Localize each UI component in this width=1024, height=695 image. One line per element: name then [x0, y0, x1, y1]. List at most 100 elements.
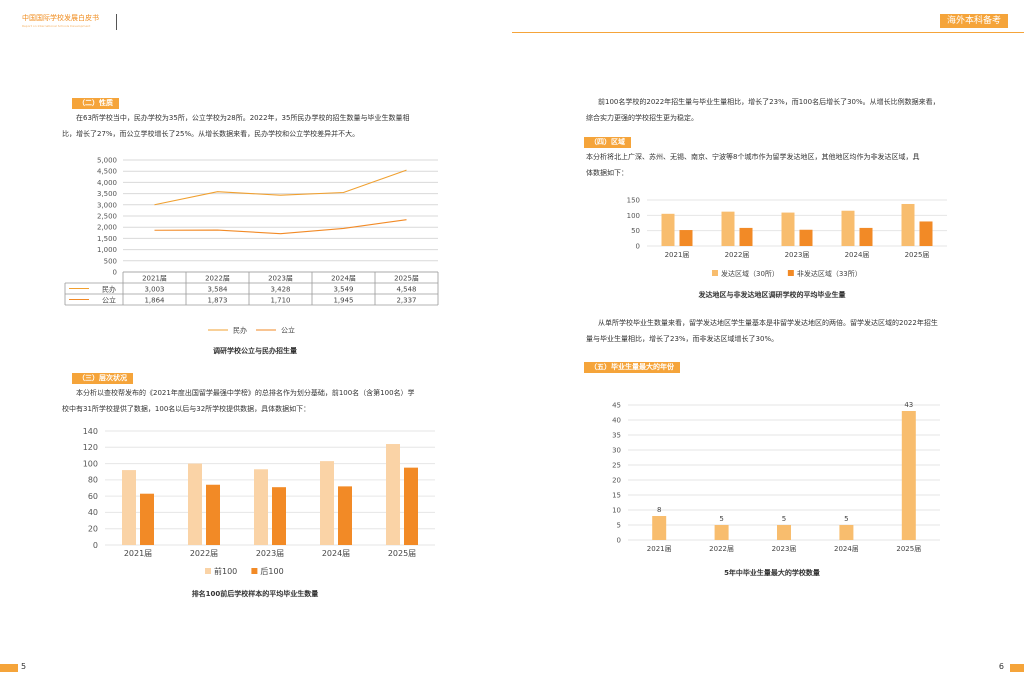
x-tick-label: 2024届	[834, 545, 859, 553]
bar	[386, 444, 400, 545]
region-line-1: 本分析将北上广深、苏州、无锡、南京、宁波等8个城市作为留学发达地区，其他地区均作…	[586, 153, 920, 161]
left-page: 中国国际学校发展白皮书 Report on International Scho…	[0, 14, 439, 672]
y-tick-label: 3,500	[97, 190, 117, 198]
data-label: 43	[904, 401, 913, 409]
bar	[404, 467, 418, 545]
x-tick-label: 2025届	[394, 275, 419, 283]
bar	[679, 230, 693, 246]
y-tick-label: 5,000	[97, 156, 117, 164]
x-tick-label: 2022届	[725, 251, 750, 259]
brand-title: 中国国际学校发展白皮书	[22, 14, 99, 22]
y-tick-label: 20	[88, 525, 98, 534]
y-tick-label: 4,000	[97, 179, 117, 187]
y-tick-label: 0	[113, 268, 117, 276]
bar	[739, 227, 753, 246]
bar	[661, 213, 675, 246]
x-tick-label: 2021届	[647, 545, 672, 553]
bar	[901, 411, 916, 540]
x-tick-label: 2024届	[331, 275, 356, 283]
enrollment-line-chart: 0 500 1,000 1,500 2,000 2,500 3,000 3,500 4,000 4…	[64, 156, 439, 335]
bar	[859, 227, 873, 246]
right-page: 海外本科备考 前100名学校的2022年招生量与毕业生量相比，增长了23%，而1…	[512, 0, 1024, 695]
nature-paragraph: 在63所学校当中，民办学校为35所，公立学校为28所。2022年，35所民办学校…	[62, 110, 409, 142]
x-tick-label: 2023届	[268, 275, 293, 283]
header-separator	[116, 14, 117, 30]
y-tick-label: 0	[617, 536, 621, 544]
chart-caption-peak: 5年中毕业生量最大的学校数量	[724, 569, 820, 577]
y-tick-label: 40	[88, 508, 98, 517]
series-line-private	[154, 169, 407, 206]
bar	[272, 487, 286, 545]
x-tick-label: 2021届	[142, 275, 167, 283]
intro-paragraph: 前100名学校的2022年招生量与毕业生量相比，增长了23%，而100名后增长了…	[586, 94, 940, 126]
bar	[338, 486, 352, 545]
x-tick-label: 2024届	[845, 251, 870, 259]
y-tick-label: 140	[83, 427, 98, 436]
y-tick-label: 40	[612, 416, 621, 424]
chart-caption-enrollment: 调研学校公立与民办招生量	[213, 347, 297, 355]
y-tick-label: 0	[636, 242, 640, 250]
header-tag: 海外本科备考	[940, 14, 1008, 28]
table-cell-value: 4,548	[396, 286, 416, 294]
bar	[841, 210, 855, 246]
table-cell-value: 2,337	[396, 297, 416, 305]
y-tick-label: 20	[612, 476, 621, 484]
y-tick-label: 120	[83, 443, 98, 452]
y-tick-label: 0	[93, 541, 98, 550]
table-series-name: 公立	[102, 296, 116, 305]
x-tick-label: 2021届	[124, 549, 152, 558]
table-cell-value: 1,945	[333, 297, 353, 305]
table-cell-value: 1,864	[144, 297, 165, 305]
bar	[714, 525, 729, 540]
series-line-public	[154, 219, 407, 235]
y-tick-label: 25	[612, 461, 621, 469]
y-tick-label: 1,000	[97, 246, 117, 254]
y-tick-label: 100	[83, 459, 98, 468]
section-label-region: （四）区域	[584, 137, 631, 148]
x-tick-label: 2024届	[322, 549, 350, 558]
bar	[777, 525, 791, 540]
y-tick-label: 500	[104, 257, 117, 265]
y-tick-label: 80	[88, 476, 98, 485]
y-tick-label: 1,500	[97, 235, 117, 243]
table-cell-value: 1,873	[207, 297, 227, 305]
region-line-2: 体数据如下：	[586, 169, 628, 177]
legend-label: 民办	[233, 326, 247, 335]
y-tick-label: 2,000	[97, 224, 117, 232]
bar	[188, 463, 202, 545]
x-tick-label: 2023届	[256, 549, 284, 558]
table-cell-value: 3,549	[333, 286, 353, 294]
level-paragraph: 本分析以查校帮发布的《2021年度出国留学最强中学榜》的总排名作为划分基础，前1…	[62, 385, 415, 417]
bar	[799, 229, 813, 246]
section-label-level: （三）层次状况	[72, 373, 133, 384]
y-tick-label: 45	[612, 401, 621, 409]
analysis-line-2: 量与毕业生量相比，增长了23%，而非发达区域增长了30%。	[586, 335, 779, 343]
brand-logo: 中国国际学校发展白皮书 Report on International Scho…	[22, 14, 117, 29]
y-tick-label: 15	[612, 491, 621, 499]
bar	[721, 211, 735, 246]
level-line-2: 校中有31所学校提供了数据，100名以后与32所学校提供数据，具体数据如下：	[62, 405, 311, 413]
legend-swatch	[712, 270, 718, 276]
x-tick-label: 2021届	[665, 251, 690, 259]
legend-label: 后100	[260, 566, 283, 576]
y-tick-label: 4,500	[97, 168, 117, 176]
x-tick-label: 2022届	[205, 275, 230, 283]
bar	[781, 212, 795, 246]
y-tick-label: 30	[612, 446, 621, 454]
y-tick-label: 3,000	[97, 201, 117, 209]
data-label: 5	[782, 515, 786, 523]
table-cell-value: 3,584	[207, 286, 228, 294]
bar	[652, 516, 667, 540]
y-tick-label: 10	[612, 506, 621, 514]
y-tick-label: 50	[631, 227, 640, 235]
x-tick-label: 2023届	[772, 545, 797, 553]
y-tick-label: 60	[88, 492, 98, 501]
bar	[254, 469, 268, 545]
y-tick-label: 150	[627, 196, 640, 204]
nature-line-1: 在63所学校当中，民办学校为35所，公立学校为28所。2022年，35所民办学校…	[76, 114, 410, 122]
x-tick-label: 2023届	[785, 251, 810, 259]
data-label: 5	[719, 515, 723, 523]
bar	[320, 461, 334, 545]
level-line-1: 本分析以查校帮发布的《2021年度出国留学最强中学榜》的总排名作为划分基础，前1…	[76, 389, 415, 397]
y-tick-label: 35	[612, 431, 621, 439]
